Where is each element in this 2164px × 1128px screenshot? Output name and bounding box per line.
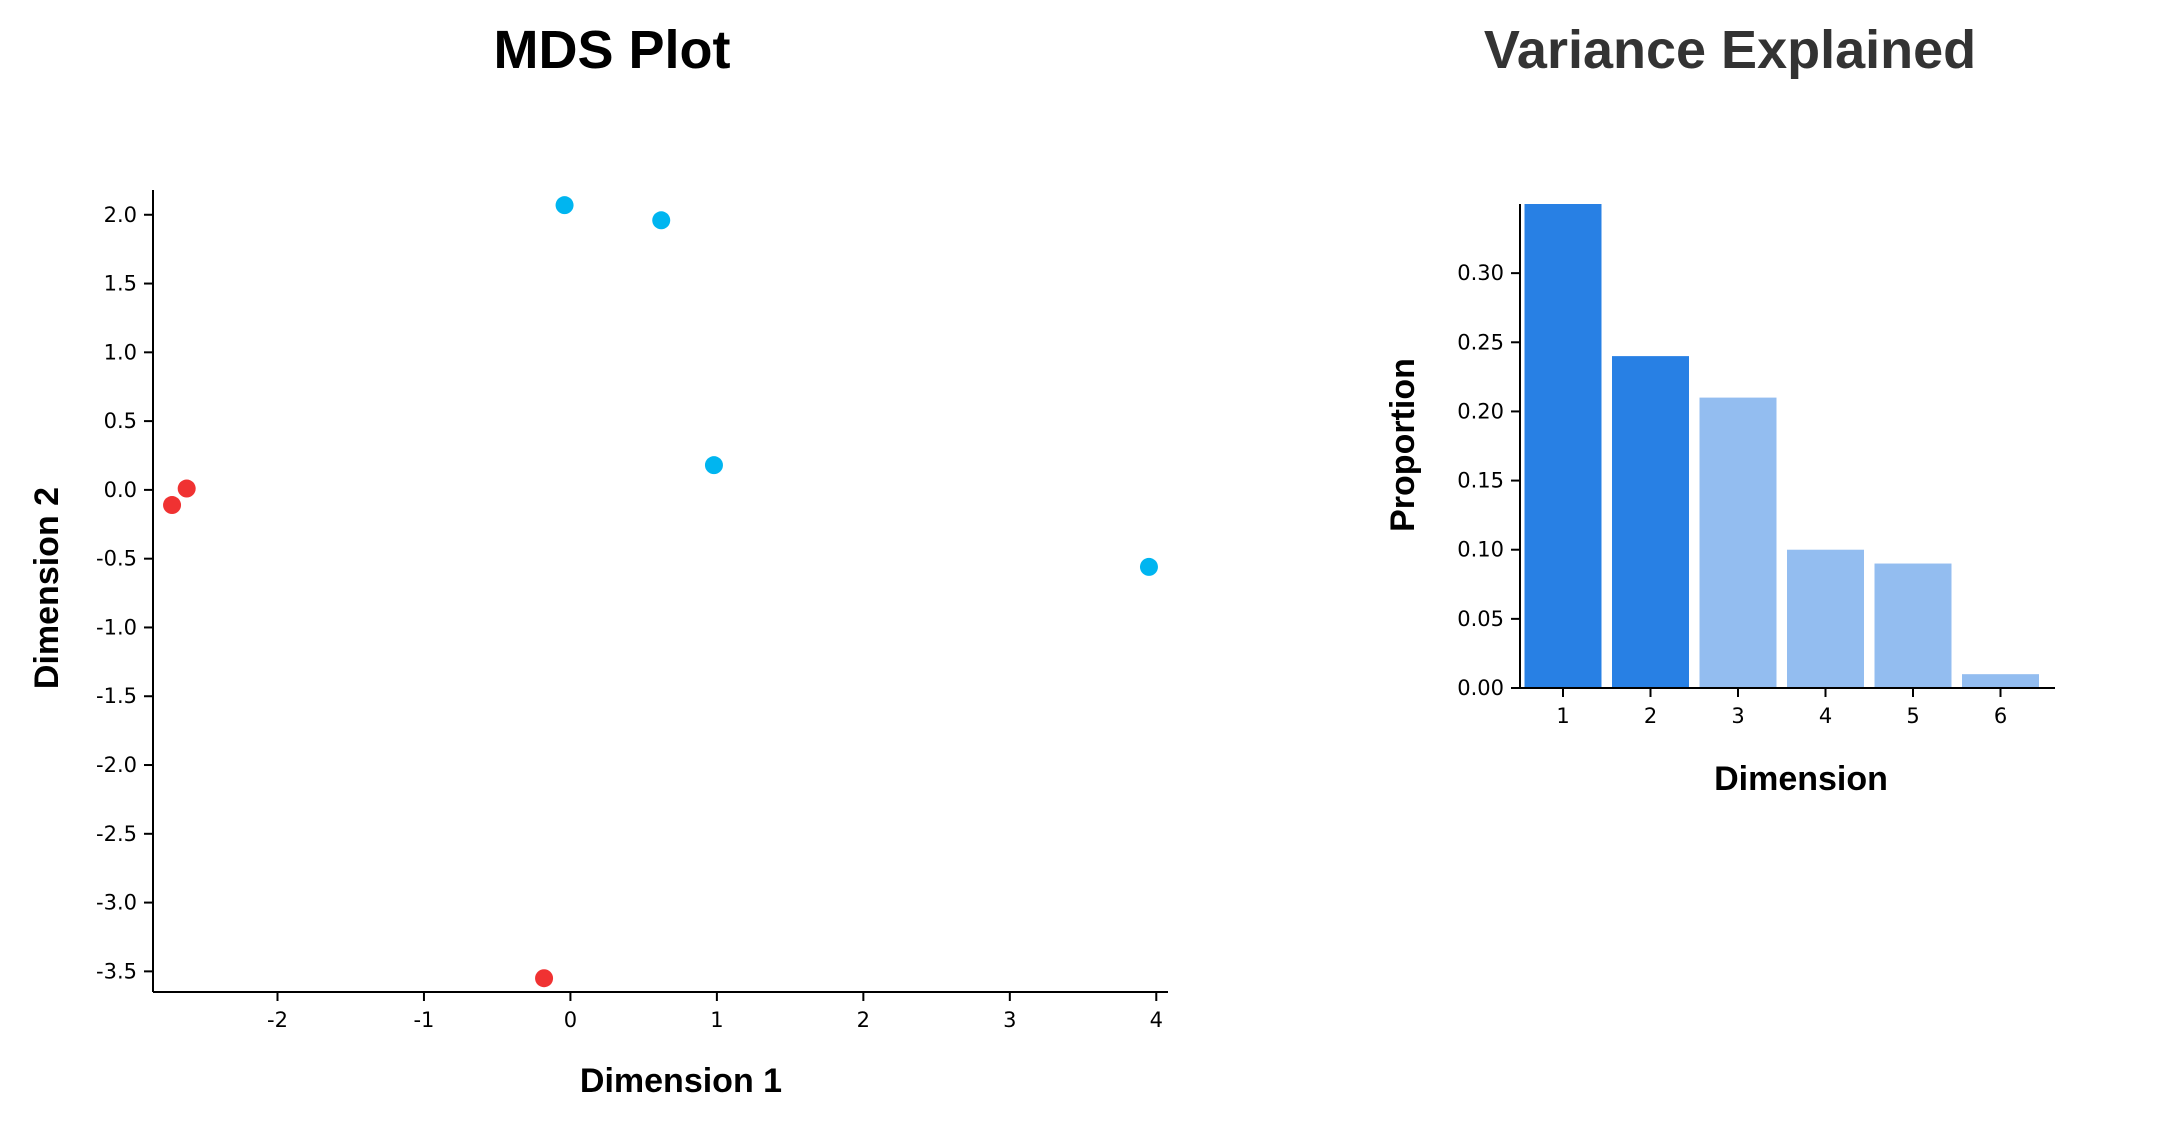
variance-y-tick-label: 0.05 [1457, 607, 1504, 631]
mds-y-tick-label: -2.0 [96, 753, 137, 777]
variance-bar [1962, 674, 2039, 688]
variance-bar [1874, 563, 1952, 688]
variance-bar [1524, 204, 1602, 688]
mds-y-tick-label: -0.5 [96, 547, 137, 571]
variance-y-tick-label: 0.00 [1457, 676, 1504, 700]
mds-x-axis-title: Dimension 1 [580, 1062, 782, 1100]
variance-x-tick-label: 2 [1644, 704, 1657, 728]
mds-x-tick-label: 0 [564, 1008, 577, 1032]
variance-y-tick-label: 0.20 [1457, 399, 1504, 423]
variance-bars [1524, 204, 2039, 688]
mds-point [163, 496, 182, 515]
mds-points [163, 196, 1158, 988]
mds-y-tick-label: 1.0 [104, 340, 137, 364]
mds-y-tick-label: 0.5 [104, 409, 137, 433]
variance-bar [1787, 549, 1864, 688]
variance-x-tick-label: 3 [1731, 704, 1744, 728]
mds-y-tick-label: 0.0 [104, 478, 137, 502]
variance-x-tick-label: 5 [1906, 704, 1919, 728]
mds-y-tick-label: -1.5 [96, 684, 137, 708]
variance-y-tick-label: 0.10 [1457, 538, 1504, 562]
variance-x-tick-label: 1 [1556, 704, 1569, 728]
variance-y-tick-label: 0.15 [1457, 469, 1504, 493]
mds-y-tick-label: -3.0 [96, 891, 137, 915]
mds-x-tick-label: -1 [413, 1008, 434, 1032]
variance-explained-title: Variance Explained [1484, 20, 1976, 80]
mds-point [652, 211, 671, 230]
mds-y-axis-title: Dimension 2 [28, 487, 66, 689]
variance-x-tick-label: 6 [1994, 704, 2007, 728]
mds-y-tick-label: -2.5 [96, 822, 137, 846]
mds-plot-panel: MDS Plot -2 -1 0 1 2 3 4 2.0 1.5 1.0 0.5 0.0 -0.5 -1.… [28, 20, 1168, 1100]
variance-y-axis-title: Proportion [1384, 358, 1422, 532]
mds-point [177, 479, 196, 498]
mds-point [555, 196, 574, 215]
variance-x-tick-label: 4 [1819, 704, 1832, 728]
mds-point [535, 969, 554, 988]
mds-axes: -2 -1 0 1 2 3 4 2.0 1.5 1.0 0.5 0.0 -0.5 -1.0 -1.5 -2.0… [96, 190, 1168, 1032]
mds-y-tick-label: -3.5 [96, 959, 137, 983]
variance-y-tick-label: 0.30 [1457, 261, 1504, 285]
mds-x-tick-label: 3 [1003, 1008, 1016, 1032]
mds-x-tick-label: 1 [710, 1008, 723, 1032]
variance-axes: 0.00 0.05 0.10 0.15 0.20 0.25 0.30 1 2 3 4 5 6 [1457, 204, 2055, 728]
mds-x-tick-label: 2 [857, 1008, 870, 1032]
mds-point [704, 456, 723, 475]
variance-bar [1612, 356, 1689, 688]
mds-y-tick-label: -1.0 [96, 615, 137, 639]
variance-y-tick-label: 0.25 [1457, 330, 1504, 354]
mds-point [1139, 557, 1158, 576]
mds-y-tick-label: 2.0 [104, 203, 137, 227]
mds-y-tick-label: 1.5 [104, 272, 137, 296]
mds-x-tick-label: 4 [1150, 1008, 1163, 1032]
variance-x-axis-title: Dimension [1714, 760, 1888, 798]
variance-explained-panel: Variance Explained 0.000.050.100.150.200… [1384, 20, 2055, 798]
mds-x-tick-label: -2 [267, 1008, 288, 1032]
mds-plot-title: MDS Plot [494, 20, 731, 80]
variance-bar [1699, 397, 1777, 688]
